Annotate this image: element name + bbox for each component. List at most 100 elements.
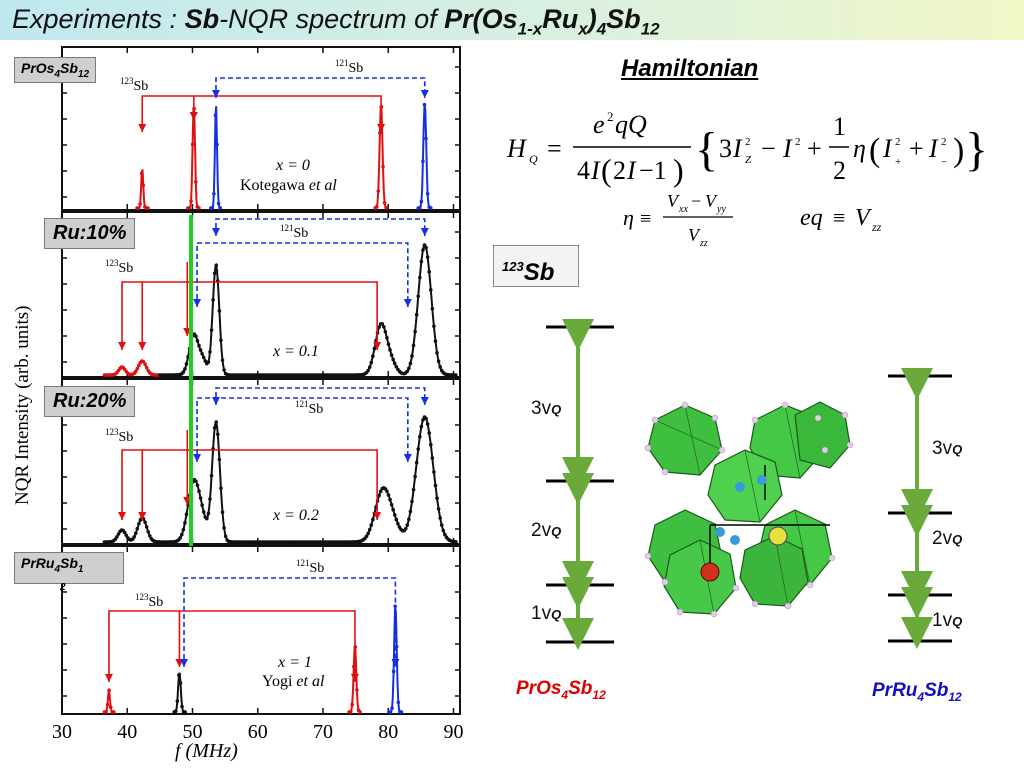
transition-brackets (104, 77, 429, 682)
p2-123sb: 123Sb (105, 258, 133, 276)
p2-121sb: 121Sb (280, 223, 308, 241)
svg-text:2: 2 (613, 156, 626, 185)
panel-label-pros4sb12: PrOs4Sb12 (14, 57, 97, 83)
crystal-structure-image (644, 401, 854, 618)
p3-x: x = 0.2 (272, 507, 319, 524)
p1-121sb: 121Sb (335, 58, 363, 76)
compound-label-left: PrOs4Sb12 (516, 678, 606, 702)
level-label-left-3vq: 3vQ (531, 398, 562, 419)
p1-x: x = 0 (275, 157, 310, 174)
p4-121sb: 121Sb (296, 558, 324, 576)
x-tick-label-60: 60 (248, 721, 268, 743)
p1-peak-123-1 (137, 169, 148, 209)
svg-text:V: V (667, 191, 680, 211)
svg-text:η: η (853, 134, 866, 163)
spectrum-svg: 30 40 50 60 70 80 90 f (MHz) NQR Intensity (ar… (12, 46, 463, 762)
svg-text:2: 2 (795, 136, 801, 148)
level-label-right-1vq: 1vQ (932, 610, 963, 631)
svg-text:I: I (626, 156, 637, 185)
title-prefix: Experiments : (12, 4, 185, 34)
energy-level-diagram (546, 319, 952, 650)
svg-text:): ) (953, 132, 964, 169)
svg-text:4: 4 (577, 156, 590, 185)
svg-text:zz: zz (699, 238, 708, 249)
svg-text:I: I (882, 134, 893, 163)
level-label-right-2vq: 2vQ (932, 528, 963, 549)
svg-text:−: − (691, 191, 701, 211)
svg-text:}: } (965, 123, 988, 176)
x-tick-label-50: 50 (182, 721, 202, 743)
svg-text:−: − (761, 134, 776, 163)
x-tick-label-80: 80 (378, 721, 398, 743)
x-tick-label-90: 90 (443, 721, 463, 743)
svg-text:2: 2 (941, 136, 947, 148)
p3-123sb: 123Sb (105, 427, 133, 445)
svg-text:I: I (782, 134, 793, 163)
p1-bracket-blue (215, 77, 426, 98)
p3-bracket-blue-inner (196, 397, 409, 462)
p3-bracket-red-outer (121, 449, 378, 520)
p2-bracket-blue-inner (196, 242, 409, 307)
svg-text:1: 1 (833, 112, 846, 141)
p4-x: x = 1 (277, 654, 312, 671)
svg-text:2: 2 (745, 136, 751, 148)
title-mid: -NQR spectrum of (219, 4, 445, 34)
panel-frame-4 (61, 545, 461, 715)
svg-text:Z: Z (745, 154, 752, 166)
svg-text:I: I (732, 134, 743, 163)
p1-123sb: 123Sb (120, 76, 148, 94)
svg-text:H: H (506, 134, 527, 163)
p2-x: x = 0.1 (272, 343, 319, 360)
p1-peak-121-2 (418, 104, 431, 209)
slide-title: Experiments : Sb-NQR spectrum of Pr(Os1-… (12, 4, 660, 39)
panel-label-ru20: Ru:20% (44, 386, 136, 417)
svg-text:+: + (895, 156, 901, 168)
level-label-left-1vq: 1vQ (531, 603, 562, 624)
svg-text:yy: yy (716, 204, 726, 215)
panel-label-ru10: Ru:10% (44, 218, 136, 249)
panel-frame-2 (61, 211, 461, 378)
level-label-left-2vq: 2vQ (531, 520, 562, 541)
p4-bracket-red (108, 610, 356, 682)
svg-text:Q: Q (529, 152, 538, 166)
svg-text:V: V (855, 205, 872, 231)
p4-123sb: 123Sb (135, 592, 163, 610)
p4-author: Yogi et al (262, 673, 325, 690)
svg-text:≡: ≡ (640, 208, 651, 230)
svg-text:(: ( (601, 152, 612, 188)
svg-text:qQ: qQ (615, 110, 647, 139)
svg-text:e: e (593, 110, 605, 139)
title-sb: Sb (184, 4, 220, 34)
svg-text:≡: ≡ (833, 205, 845, 230)
x-tick-label-40: 40 (117, 721, 137, 743)
svg-text:+: + (909, 134, 924, 163)
svg-text:−: − (941, 156, 947, 168)
title-bar: Experiments : Sb-NQR spectrum of Pr(Os1-… (0, 0, 1024, 40)
p1-peak-121-1 (210, 106, 221, 209)
p1-peak-123-2 (187, 107, 200, 209)
svg-text:=: = (547, 134, 562, 163)
panel-frame-1 (61, 46, 461, 211)
x-tick-label-30: 30 (52, 721, 72, 743)
y-axis-label: NQR Intensity (arb. units) (12, 306, 33, 505)
svg-text:): ) (673, 152, 684, 188)
svg-text:zz: zz (871, 220, 882, 234)
svg-text:(: ( (869, 132, 880, 169)
svg-text:{: { (695, 123, 718, 176)
levels-right (888, 374, 952, 643)
svg-text:3: 3 (719, 134, 732, 163)
p3-121sb: 121Sb (295, 399, 323, 417)
title-formula: Pr(Os1-xRux)4Sb12 (444, 4, 660, 39)
svg-text:V: V (688, 225, 701, 245)
hamiltonian-equation: H Q = e 2 qQ 4 I(2 I −1) { 3 I 2Z − I 2 + 12 η ( … (506, 109, 988, 249)
panel-annotations: 123Sb 121Sb x = 0 Kotegawa et al 123Sb 1… (105, 58, 363, 690)
svg-text:+: + (807, 134, 822, 163)
p2-bracket-red-outer (121, 281, 378, 350)
x-axis-label: f (MHz) (175, 740, 238, 762)
svg-text:I: I (928, 134, 939, 163)
spectra (102, 102, 458, 714)
svg-text:xx: xx (678, 204, 688, 215)
panel-label-overflow: 2 (60, 582, 66, 593)
svg-text:I: I (590, 156, 601, 185)
x-tick-labels: 30 40 50 60 70 80 90 (52, 721, 463, 743)
